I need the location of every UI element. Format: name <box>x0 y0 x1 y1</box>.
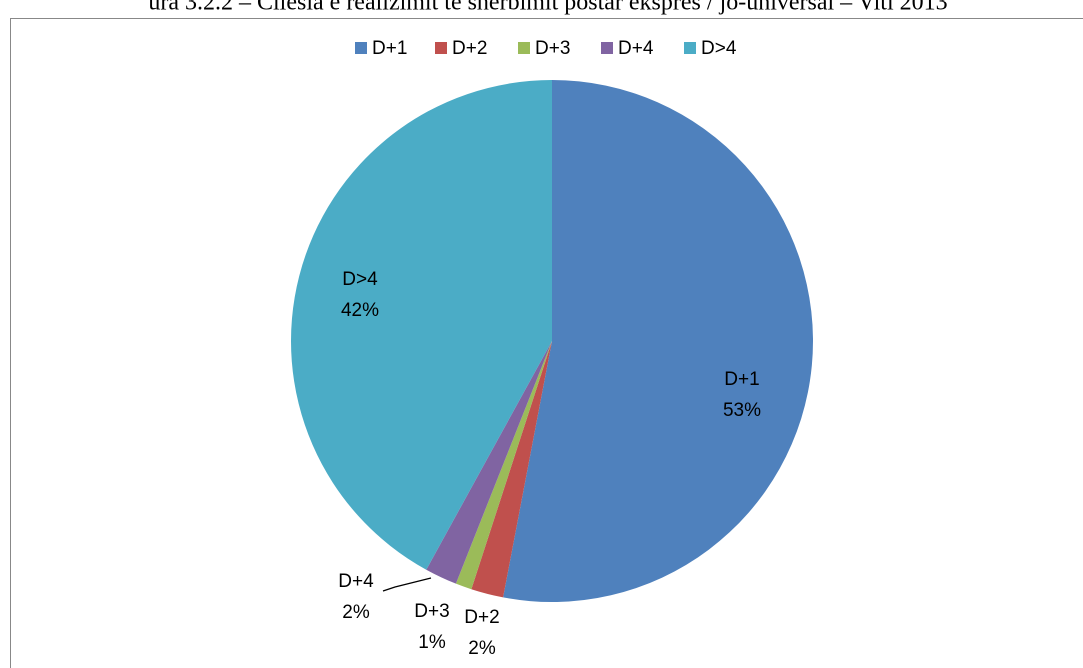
slice-value-label: 1% <box>418 632 446 653</box>
legend-swatch <box>601 42 613 54</box>
slice-category-label: D+4 <box>338 571 374 592</box>
legend-label: D+1 <box>372 38 407 59</box>
pie-slice <box>503 80 814 603</box>
pie-slice <box>455 341 552 590</box>
pie-slice <box>291 80 552 570</box>
slice-value-label: 2% <box>468 638 496 659</box>
slice-value-label: 42% <box>341 300 379 321</box>
leader-line <box>382 577 432 592</box>
slice-category-label: D+1 <box>724 369 759 390</box>
slice-value-label: 53% <box>723 400 761 421</box>
legend-swatch <box>684 42 696 54</box>
pie-slice <box>471 341 552 598</box>
legend-swatch <box>435 42 447 54</box>
slice-value-label: 2% <box>342 602 370 623</box>
legend-swatch <box>355 42 367 54</box>
slice-category-label: D+2 <box>464 607 499 628</box>
slice-category-label: D>4 <box>342 269 378 290</box>
legend-swatch <box>518 42 530 54</box>
legend-label: D+2 <box>452 38 487 59</box>
chart-title: ura 3.2.2 – Cilësia e realizimit të shër… <box>148 0 947 16</box>
legend-label: D>4 <box>701 38 737 59</box>
legend-label: D+4 <box>618 38 654 59</box>
legend-label: D+3 <box>535 38 570 59</box>
slice-category-label: D+3 <box>414 601 449 622</box>
pie-slice <box>426 341 552 584</box>
